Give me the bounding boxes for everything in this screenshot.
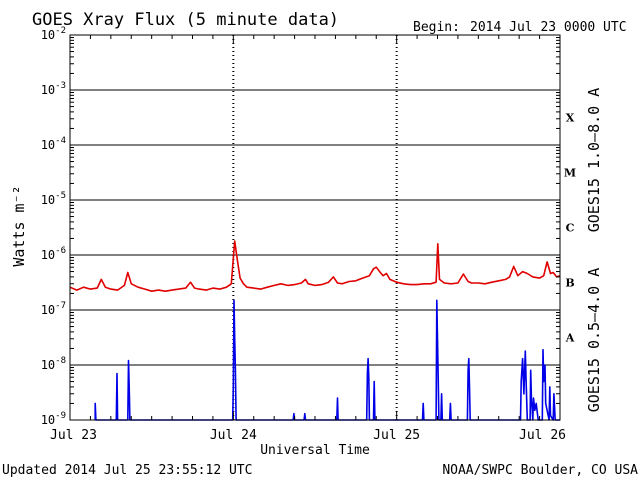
y-tick-label: 10-3 bbox=[41, 81, 66, 97]
flare-class-labels: X M C B A bbox=[564, 112, 576, 345]
y-tick-label: 10-9 bbox=[41, 411, 66, 427]
series-label-long: GOES15 1.0–8.0 A bbox=[585, 88, 603, 233]
x-axis-title: Universal Time bbox=[260, 443, 370, 458]
series-label-short: GOES15 0.5–4.0 A bbox=[585, 268, 603, 413]
y-tick-label: 10-6 bbox=[41, 246, 66, 262]
y-tick-label: 10-4 bbox=[41, 136, 66, 152]
flare-class-b: B bbox=[565, 277, 574, 290]
flare-class-a: A bbox=[565, 332, 575, 345]
flare-class-c: C bbox=[566, 222, 575, 235]
plot-frame bbox=[69, 34, 561, 421]
series-lines bbox=[69, 240, 561, 421]
y-axis: 10-2 10-3 10-4 10-5 10-6 10-7 10-8 10-9 bbox=[41, 26, 560, 427]
x-tick-label: Jul 24 bbox=[210, 428, 257, 443]
y-axis-title: Watts m⁻² bbox=[10, 185, 28, 266]
x-axis: Jul 23 Jul 24 Jul 25 Jul 26 bbox=[50, 35, 566, 443]
begin-value: 2014 Jul 23 0000 UTC bbox=[470, 20, 627, 35]
series-line-short bbox=[94, 299, 560, 421]
flare-class-m: M bbox=[564, 167, 576, 180]
series-line-long bbox=[69, 240, 561, 293]
flare-class-x: X bbox=[566, 112, 575, 125]
source-credit: NOAA/SWPC Boulder, CO USA bbox=[442, 463, 638, 478]
x-tick-label: Jul 23 bbox=[50, 428, 97, 443]
y-tick-label: 10-2 bbox=[41, 26, 66, 42]
y-tick-label: 10-8 bbox=[41, 356, 66, 372]
updated-timestamp: Updated 2014 Jul 25 23:55:12 UTC bbox=[2, 463, 252, 478]
x-tick-label: Jul 26 bbox=[519, 428, 566, 443]
chart-title: GOES Xray Flux (5 minute data) bbox=[32, 10, 339, 30]
y-tick-label: 10-5 bbox=[41, 191, 66, 207]
x-tick-label: Jul 25 bbox=[373, 428, 420, 443]
grid bbox=[70, 34, 560, 421]
begin-label: Begin: bbox=[413, 20, 460, 35]
y-tick-label: 10-7 bbox=[41, 301, 66, 317]
